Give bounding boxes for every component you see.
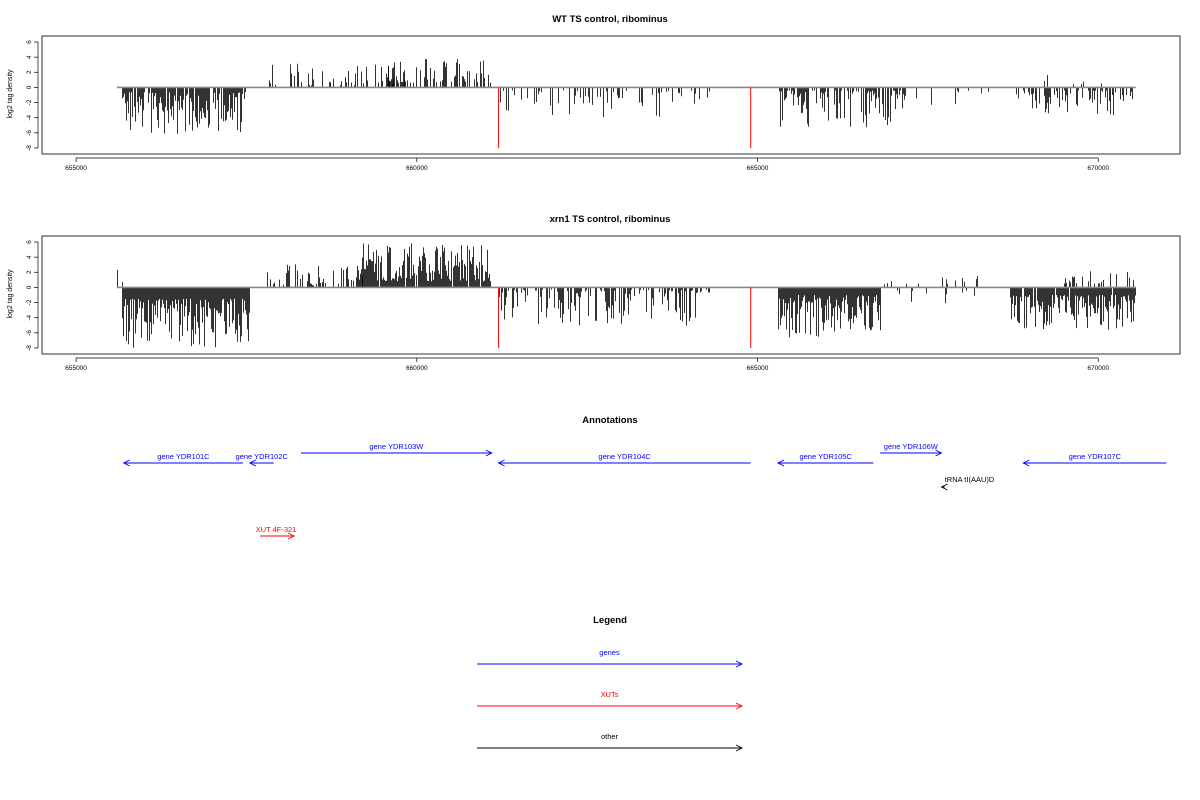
- feature-arrow-head: [485, 449, 493, 457]
- legend-label: other: [601, 732, 619, 741]
- signal-segment: [267, 264, 363, 288]
- feature-arrow-head: [122, 459, 130, 467]
- signal-segment: [884, 276, 978, 288]
- annotation-feature: gene YDR104C: [497, 452, 751, 467]
- feature-label: gene YDR103W: [369, 442, 424, 451]
- annotation-feature: XUT 4F-321: [256, 525, 297, 540]
- signal-segment: [378, 59, 491, 88]
- legend-item: genes: [477, 648, 744, 668]
- legend-items: genes XUTs other: [477, 648, 744, 752]
- feature-label: gene YDR107C: [1069, 452, 1122, 461]
- feature-arrow-head: [935, 449, 943, 457]
- signal-segment: [122, 287, 250, 348]
- annotation-feature: gene YDR106W: [880, 442, 943, 457]
- x-tick-label: 670000: [1087, 165, 1109, 172]
- annotation-feature: gene YDR102C: [236, 452, 289, 467]
- y-tick-label: 2: [26, 70, 33, 74]
- x-tick-label: 655000: [65, 165, 87, 172]
- y-tick-label: -4: [26, 114, 33, 120]
- annotation-feature: gene YDR105C: [776, 452, 874, 467]
- signal-segment: [1064, 271, 1134, 288]
- x-tick-label: 670000: [1087, 365, 1109, 372]
- feature-arrow-head: [248, 459, 257, 467]
- legend-arrow-head: [735, 660, 744, 668]
- x-tick-label: 655000: [65, 365, 87, 372]
- signal-segment: [500, 87, 710, 118]
- feature-label: gene YDR101C: [157, 452, 210, 461]
- feature-label: gene YDR105C: [799, 452, 852, 461]
- annotation-feature: gene YDR101C: [122, 452, 244, 467]
- feature-arrow-head: [776, 459, 785, 467]
- signal-bars: [116, 243, 1136, 348]
- x-tick-label: 660000: [406, 165, 428, 172]
- signal-segment: [916, 87, 989, 105]
- signal-segment: [779, 87, 906, 128]
- plot-frame: [41, 35, 1181, 155]
- legend-title: Legend: [593, 615, 627, 626]
- y-axis: 6 4 2 0 -2 -4 -6 -8: [26, 240, 39, 351]
- y-tick-label: -2: [26, 99, 33, 105]
- signal-segment: [778, 287, 881, 338]
- feature-label: gene YDR106W: [884, 442, 939, 451]
- y-tick-label: -8: [26, 145, 33, 151]
- annotations-title: Annotations: [582, 415, 637, 426]
- signal-segment: [499, 287, 710, 326]
- signal-segment: [1016, 87, 1133, 116]
- annotation-items: gene YDR101C gene YDR102C gene YDR103W gene…: [122, 442, 1167, 540]
- annotation-feature: tRNA tI(AAU)D: [940, 475, 995, 491]
- x-axis: 655000 660000 665000 670000: [65, 157, 1109, 172]
- legend-arrow-head: [735, 744, 744, 752]
- y-tick-label: 2: [26, 270, 33, 274]
- legend-label: genes: [599, 648, 620, 657]
- x-tick-label: 660000: [406, 365, 428, 372]
- y-tick-label: 6: [26, 240, 33, 244]
- annotation-feature: gene YDR107C: [1022, 452, 1167, 467]
- signal-segment: [122, 87, 246, 134]
- y-axis: 6 4 2 0 -2 -4 -6 -8: [26, 40, 39, 151]
- x-axis: 655000 660000 665000 670000: [65, 357, 1109, 372]
- y-axis-label: log2 tag density: [7, 269, 14, 319]
- feature-label: gene YDR102C: [236, 452, 289, 461]
- panel-xrn1-ts-control: xrn1 TS control, ribominus log2 tag dens…: [7, 214, 1181, 372]
- y-tick-label: -6: [26, 330, 33, 336]
- y-tick-label: 0: [26, 285, 33, 289]
- y-tick-label: -6: [26, 130, 33, 136]
- panel-wt-ts-control: WT TS control, ribominus log2 tag densit…: [7, 14, 1181, 172]
- panel-title: WT TS control, ribominus: [552, 14, 668, 25]
- panel-title: xrn1 TS control, ribominus: [550, 214, 671, 225]
- feature-arrow-head: [497, 459, 505, 467]
- y-tick-label: -2: [26, 299, 33, 305]
- legend-label: XUTs: [601, 690, 619, 699]
- annotations-track: Annotations gene YDR101C gene YDR102Cgene…: [122, 415, 1167, 540]
- feature-arrow-head: [940, 483, 948, 491]
- y-tick-label: 4: [26, 55, 33, 59]
- y-tick-label: 6: [26, 40, 33, 44]
- feature-label: gene YDR104C: [598, 452, 651, 461]
- signal-segment: [897, 287, 975, 304]
- legend-item: XUTs: [477, 690, 744, 710]
- feature-arrow-head: [287, 532, 296, 540]
- legend-item: other: [477, 732, 744, 752]
- signal-bars: [116, 59, 1136, 148]
- feature-arrow-head: [1022, 459, 1030, 467]
- x-tick-label: 665000: [747, 365, 769, 372]
- legend: Legend genes XUTs other: [477, 615, 744, 752]
- y-tick-label: 0: [26, 85, 33, 89]
- y-tick-label: -4: [26, 314, 33, 320]
- annotation-feature: gene YDR103W: [300, 442, 493, 457]
- y-tick-label: 4: [26, 255, 33, 259]
- signal-segment: [362, 243, 491, 288]
- signal-segment: [1044, 75, 1102, 88]
- legend-arrow-head: [735, 702, 744, 710]
- y-tick-label: -8: [26, 345, 33, 351]
- feature-label: tRNA tI(AAU)D: [945, 475, 995, 484]
- signal-segment: [1010, 287, 1136, 330]
- plot-frame: [41, 235, 1181, 355]
- y-axis-label: log2 tag density: [7, 69, 14, 119]
- signal-segment: [117, 269, 123, 288]
- x-tick-label: 665000: [747, 165, 769, 172]
- feature-label: XUT 4F-321: [256, 525, 297, 534]
